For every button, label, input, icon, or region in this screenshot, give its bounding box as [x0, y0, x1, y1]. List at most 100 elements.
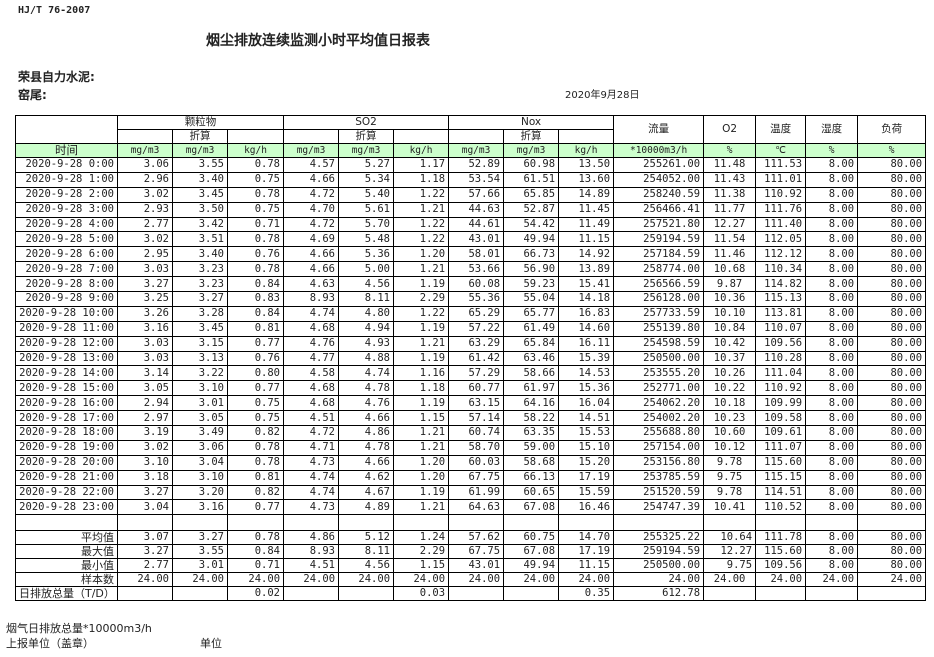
- header-unit: %: [857, 143, 927, 158]
- reporting-unit-label: 上报单位（盖章）: [6, 637, 94, 650]
- summary-value: [172, 586, 228, 602]
- value-cell: 16.04: [558, 395, 615, 412]
- summary-value: [857, 586, 927, 602]
- value-cell: 8.00: [805, 395, 859, 412]
- summary-value: [805, 586, 859, 602]
- value-cell: 13.60: [558, 171, 615, 188]
- value-cell: 67.75: [448, 469, 505, 486]
- value-cell: 10.68: [703, 261, 757, 278]
- value-cell: 3.23: [172, 261, 228, 278]
- value-cell: 0.77: [226, 335, 285, 352]
- value-cell: 257521.80: [613, 216, 705, 233]
- value-cell: 4.66: [338, 410, 395, 427]
- time-cell: 2020-9-28 21:00: [15, 469, 118, 486]
- value-cell: 5.34: [338, 171, 395, 188]
- value-cell: 0.76: [226, 246, 285, 263]
- report-title: 烟尘排放连续监测小时平均值日报表: [206, 33, 430, 49]
- value-cell: 56.90: [503, 261, 560, 278]
- value-cell: 1.20: [393, 454, 450, 471]
- empty-cell: [117, 514, 173, 532]
- value-cell: 43.01: [448, 231, 505, 248]
- value-cell: 1.22: [393, 186, 450, 203]
- summary-value: [283, 586, 340, 602]
- value-cell: 253555.20: [613, 365, 705, 382]
- value-cell: 44.61: [448, 216, 505, 233]
- value-cell: 109.99: [755, 395, 807, 412]
- value-cell: 251520.59: [613, 484, 705, 501]
- value-cell: 80.00: [857, 216, 927, 233]
- value-cell: 8.00: [805, 231, 859, 248]
- summary-value: 24.00: [117, 572, 173, 588]
- value-cell: 80.00: [857, 276, 927, 293]
- value-cell: 10.37: [703, 350, 757, 367]
- value-cell: 1.22: [393, 305, 450, 322]
- header-particulate: 颗粒物: [116, 115, 285, 130]
- value-cell: 15.10: [558, 439, 615, 456]
- value-cell: 3.19: [117, 425, 173, 441]
- value-cell: 4.68: [283, 395, 340, 412]
- value-cell: 4.80: [338, 305, 395, 322]
- summary-value: 57.62: [448, 530, 505, 546]
- kiln-label: 窑尾:: [18, 88, 47, 102]
- value-cell: 5.48: [338, 231, 395, 248]
- value-cell: 111.04: [755, 365, 807, 382]
- value-cell: 0.76: [226, 350, 285, 367]
- value-cell: 3.27: [117, 484, 173, 501]
- value-cell: 60.74: [448, 425, 505, 441]
- value-cell: 14.51: [558, 410, 615, 427]
- value-cell: 0.75: [226, 201, 285, 218]
- value-cell: 3.28: [172, 305, 228, 322]
- table-row: 2020-9-28 0:00 3.06 3.55 0.78 4.57 5.27 1.17 52…: [15, 157, 927, 173]
- header-unit: ℃: [755, 143, 807, 158]
- value-cell: 9.87: [703, 276, 757, 293]
- value-cell: 3.49: [172, 425, 228, 441]
- summary-value: 24.00: [558, 572, 615, 588]
- value-cell: 3.06: [117, 157, 173, 173]
- time-cell: 2020-9-28 13:00: [15, 350, 118, 367]
- value-cell: 8.00: [805, 335, 859, 352]
- value-cell: 9.78: [703, 484, 757, 501]
- value-cell: 61.51: [503, 171, 560, 188]
- value-cell: 0.71: [226, 216, 285, 233]
- value-cell: 258774.00: [613, 261, 705, 278]
- table-row: 2020-9-28 5:00 3.02 3.51 0.78 4.69 5.48 1.22 43…: [15, 231, 927, 248]
- value-cell: 4.72: [283, 425, 340, 441]
- summary-value: 4.56: [338, 558, 395, 574]
- value-cell: 80.00: [857, 186, 927, 203]
- value-cell: 55.04: [503, 291, 560, 307]
- value-cell: 58.68: [503, 454, 560, 471]
- time-cell: 2020-9-28 14:00: [15, 365, 118, 382]
- time-cell: 2020-9-28 17:00: [15, 410, 118, 427]
- summary-value: 8.00: [805, 530, 859, 546]
- value-cell: 4.74: [283, 484, 340, 501]
- summary-value: 8.93: [283, 544, 340, 560]
- value-cell: 1.21: [393, 261, 450, 278]
- value-cell: 11.48: [703, 157, 757, 173]
- header-unit: kg/h: [226, 143, 285, 158]
- summary-value: 80.00: [857, 558, 927, 574]
- value-cell: 8.00: [805, 365, 859, 382]
- value-cell: 4.66: [283, 171, 340, 188]
- value-cell: 63.35: [503, 425, 560, 441]
- value-cell: 58.22: [503, 410, 560, 427]
- value-cell: 4.77: [283, 350, 340, 367]
- header-nox: Nox: [448, 115, 615, 130]
- header-unit: mg/m3: [448, 143, 505, 158]
- value-cell: 9.75: [703, 469, 757, 486]
- summary-value: 250500.00: [613, 558, 705, 574]
- summary-value: 10.64: [703, 530, 757, 546]
- value-cell: 80.00: [857, 320, 927, 337]
- summary-value: 0.78: [226, 530, 285, 546]
- value-cell: 0.77: [226, 380, 285, 397]
- value-cell: 14.60: [558, 320, 615, 337]
- value-cell: 10.36: [703, 291, 757, 307]
- summary-value: 24.00: [172, 572, 228, 588]
- time-cell: 2020-9-28 6:00: [15, 246, 118, 263]
- value-cell: 8.00: [805, 186, 859, 203]
- value-cell: 60.03: [448, 454, 505, 471]
- value-cell: 0.75: [226, 171, 285, 188]
- summary-label: 最小值: [15, 558, 118, 574]
- summary-value: 255325.22: [613, 530, 705, 546]
- value-cell: 8.00: [805, 276, 859, 293]
- value-cell: 0.82: [226, 484, 285, 501]
